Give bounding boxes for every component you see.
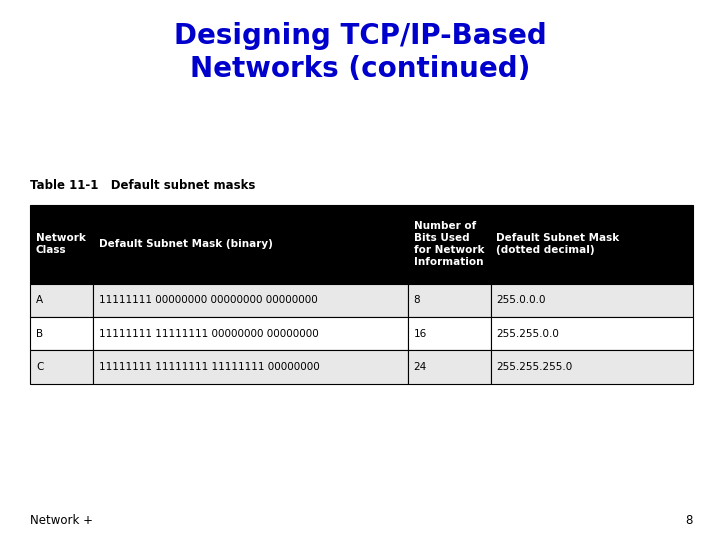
Text: 11111111 11111111 11111111 00000000: 11111111 11111111 11111111 00000000 [99, 362, 320, 372]
Text: 255.255.0.0: 255.255.0.0 [496, 329, 559, 339]
Bar [30, 205, 93, 284]
Bar [408, 317, 490, 350]
Text: Table 11-1   Default subnet masks: Table 11-1 Default subnet masks [30, 179, 256, 192]
Bar [490, 205, 693, 284]
Text: 8: 8 [685, 514, 693, 526]
Bar [490, 284, 693, 317]
Bar [93, 350, 408, 384]
Text: B: B [36, 329, 43, 339]
Bar [30, 284, 93, 317]
Text: 255.255.255.0: 255.255.255.0 [496, 362, 572, 372]
Text: 255.0.0.0: 255.0.0.0 [496, 295, 546, 305]
Text: Designing TCP/IP-Based
Networks (continued): Designing TCP/IP-Based Networks (continu… [174, 22, 546, 83]
Bar [408, 284, 490, 317]
Text: C: C [36, 362, 43, 372]
Text: Network +: Network + [30, 514, 94, 526]
Bar [490, 350, 693, 384]
Text: Default Subnet Mask (binary): Default Subnet Mask (binary) [99, 239, 273, 249]
Text: A: A [36, 295, 43, 305]
Text: 11111111 00000000 00000000 00000000: 11111111 00000000 00000000 00000000 [99, 295, 318, 305]
Bar [408, 205, 490, 284]
Bar [93, 205, 408, 284]
Text: 24: 24 [413, 362, 427, 372]
Bar [93, 317, 408, 350]
Bar [93, 284, 408, 317]
Bar [490, 317, 693, 350]
Text: Default Subnet Mask
(dotted decimal): Default Subnet Mask (dotted decimal) [496, 233, 620, 255]
Text: 11111111 11111111 00000000 00000000: 11111111 11111111 00000000 00000000 [99, 329, 319, 339]
Text: 16: 16 [413, 329, 427, 339]
Bar [408, 350, 490, 384]
Bar [30, 317, 93, 350]
Bar [30, 350, 93, 384]
Text: Network
Class: Network Class [36, 233, 86, 255]
Text: 8: 8 [413, 295, 420, 305]
Text: Number of
Bits Used
for Network
Information: Number of Bits Used for Network Informat… [413, 221, 484, 267]
